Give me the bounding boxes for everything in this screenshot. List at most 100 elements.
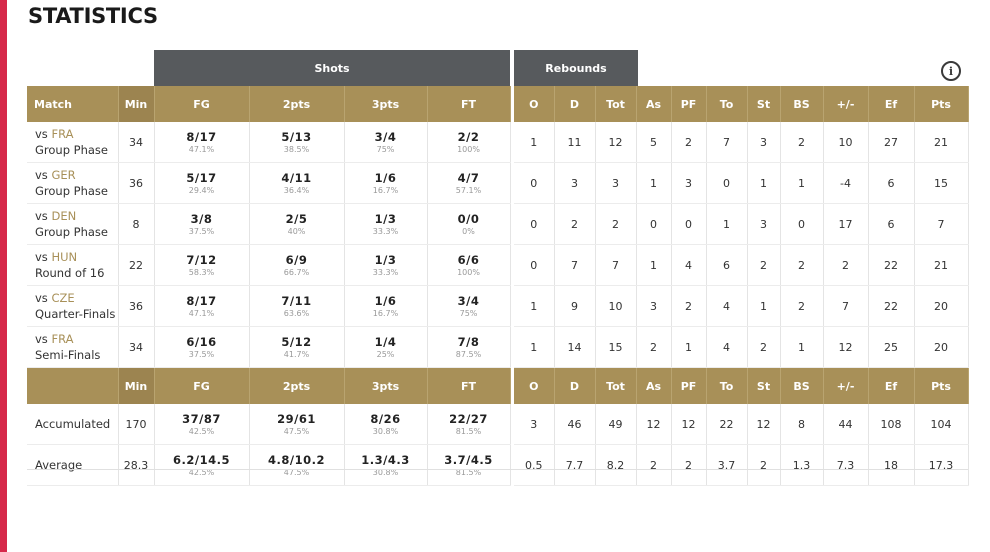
bs-cell: 2 — [780, 285, 824, 327]
pf-cell: 1 — [671, 326, 707, 368]
p3-cell: 3/4 75% — [344, 122, 428, 163]
fg-cell: 5/17 29.4% — [154, 162, 250, 204]
p3-value: 3/4 — [374, 130, 397, 144]
fg-cell: 6.2/14.5 42.5% — [154, 444, 250, 486]
as-cell: 3 — [636, 285, 672, 327]
fg-percentage: 58.3% — [188, 268, 215, 277]
opponent-link[interactable]: GER — [51, 168, 76, 182]
p2-percentage: 41.7% — [283, 350, 310, 359]
match-cell: vs HUN Round of 16 — [27, 244, 119, 286]
pm-cell: 7 — [823, 285, 869, 327]
col-header-p2[interactable]: 2pts — [249, 86, 345, 122]
phase-label: Semi-Finals — [35, 348, 101, 362]
col-header-pm[interactable]: +/- — [823, 367, 869, 404]
col-header-ft[interactable]: FT — [427, 86, 511, 122]
pm-cell: -4 — [823, 162, 869, 204]
phase-label: Group Phase — [35, 184, 109, 198]
match-cell: vs FRA Group Phase — [27, 122, 119, 163]
table-row: vs GER Group Phase 36 5/17 29.4% 4/11 36.4% 1/6… — [27, 162, 969, 204]
p3-value: 1/6 — [374, 171, 397, 185]
col-header-bs[interactable]: BS — [780, 367, 824, 404]
col-header-pm[interactable]: +/- — [823, 86, 869, 122]
d-cell: 9 — [554, 285, 596, 327]
p3-value: 1/3 — [374, 212, 397, 226]
p2-value: 7/11 — [281, 294, 312, 308]
min-cell: 8 — [118, 203, 155, 245]
o-cell: 3 — [514, 404, 555, 445]
col-header-ef[interactable]: Ef — [868, 86, 915, 122]
col-header-to[interactable]: To — [706, 86, 748, 122]
fg-percentage: 37.5% — [188, 350, 215, 359]
tot-cell: 10 — [595, 285, 637, 327]
as-cell: 0 — [636, 203, 672, 245]
opponent-link[interactable]: HUN — [51, 250, 78, 264]
p3-percentage: 16.7% — [372, 309, 399, 318]
tot-cell: 7 — [595, 244, 637, 286]
col-header-d[interactable]: D — [554, 86, 596, 122]
pf-cell: 4 — [671, 244, 707, 286]
table-header-row: Match Min FG 2pts 3pts FT O D Tot As PF To St BS +/- Ef… — [27, 86, 969, 122]
info-icon[interactable]: i — [941, 61, 961, 81]
ft-cell: 7/8 87.5% — [427, 326, 511, 368]
pts-cell: 17.3 — [914, 444, 969, 486]
p3-cell: 1/6 16.7% — [344, 285, 428, 327]
col-header-o[interactable]: O — [514, 86, 555, 122]
ef-cell: 22 — [868, 285, 915, 327]
min-cell: 36 — [118, 162, 155, 204]
col-header-p3[interactable]: 3pts — [344, 86, 428, 122]
col-header-p3[interactable]: 3pts — [344, 367, 428, 404]
col-header-st[interactable]: St — [747, 86, 781, 122]
col-header-p2[interactable]: 2pts — [249, 367, 345, 404]
col-header-tot[interactable]: Tot — [595, 86, 637, 122]
vs-label: vs — [35, 250, 48, 264]
p2-cell: 4/11 36.4% — [249, 162, 345, 204]
p3-cell: 1/3 33.3% — [344, 203, 428, 245]
pts-cell: 7 — [914, 203, 969, 245]
opponent-link[interactable]: FRA — [51, 332, 74, 346]
average-row: Average 28.3 6.2/14.5 42.5% 4.8/10.2 47.5% 1.3… — [27, 444, 969, 486]
ef-cell: 18 — [868, 444, 915, 486]
d-cell: 11 — [554, 122, 596, 163]
col-header-pts[interactable]: Pts — [914, 367, 969, 404]
fg-value: 5/17 — [186, 171, 217, 185]
opponent-link[interactable]: FRA — [51, 127, 74, 141]
col-header-tot[interactable]: Tot — [595, 367, 637, 404]
col-header-fg[interactable]: FG — [154, 86, 250, 122]
min-cell: 28.3 — [118, 444, 155, 486]
ft-percentage: 100% — [457, 268, 480, 277]
st-cell: 2 — [747, 444, 781, 486]
p2-percentage: 47.5% — [283, 427, 310, 436]
opponent-link[interactable]: DEN — [51, 209, 77, 223]
ft-percentage: 81.5% — [455, 427, 482, 436]
col-header-to[interactable]: To — [706, 367, 748, 404]
fg-value: 6/16 — [186, 335, 217, 349]
col-header-ft[interactable]: FT — [427, 367, 511, 404]
col-header-min[interactable]: Min — [118, 367, 155, 404]
col-header-match[interactable]: Match — [27, 86, 119, 122]
col-header-pf[interactable]: PF — [671, 367, 707, 404]
col-header-o[interactable]: O — [514, 367, 555, 404]
col-header-fg[interactable]: FG — [154, 367, 250, 404]
col-header-d[interactable]: D — [554, 367, 596, 404]
pf-cell: 12 — [671, 404, 707, 445]
vs-label: vs — [35, 209, 48, 223]
as-cell: 1 — [636, 244, 672, 286]
table-row: vs CZE Quarter-Finals 36 8/17 47.1% 7/11 63.6%… — [27, 285, 969, 327]
ft-value: 3.7/4.5 — [444, 453, 493, 467]
opponent-link[interactable]: CZE — [51, 291, 75, 305]
p3-value: 1/4 — [374, 335, 397, 349]
pts-cell: 104 — [914, 404, 969, 445]
col-header-min[interactable]: Min — [118, 86, 155, 122]
ef-cell: 6 — [868, 162, 915, 204]
col-header-ef[interactable]: Ef — [868, 367, 915, 404]
min-cell: 22 — [118, 244, 155, 286]
col-header-st[interactable]: St — [747, 367, 781, 404]
rebounds-group-header: Rebounds — [514, 50, 638, 86]
col-header-pf[interactable]: PF — [671, 86, 707, 122]
p3-percentage: 16.7% — [372, 186, 399, 195]
fg-value: 8/17 — [186, 130, 217, 144]
col-header-pts[interactable]: Pts — [914, 86, 969, 122]
col-header-bs[interactable]: BS — [780, 86, 824, 122]
col-header-as[interactable]: As — [636, 86, 672, 122]
col-header-as[interactable]: As — [636, 367, 672, 404]
